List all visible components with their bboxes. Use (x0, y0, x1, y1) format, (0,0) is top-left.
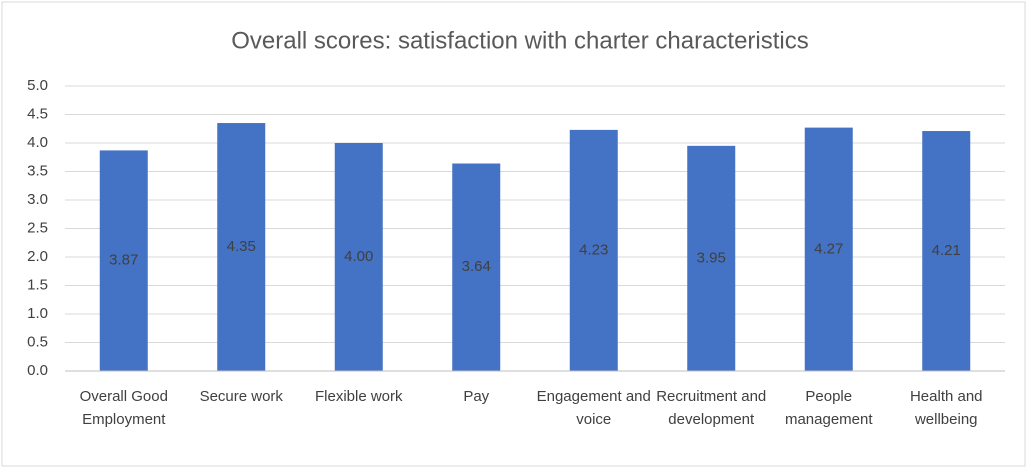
x-tick-label: Pay (463, 388, 490, 405)
y-tick-label: 0.5 (27, 333, 48, 350)
x-tick-label: Secure work (199, 388, 283, 405)
data-label: 4.35 (227, 238, 256, 255)
bar (452, 163, 501, 371)
bar (687, 145, 736, 371)
bar (569, 129, 618, 371)
y-tick-label: 1.5 (27, 276, 48, 293)
x-tick-label: Flexible work (314, 388, 403, 405)
data-label: 3.64 (462, 258, 491, 275)
data-label: 4.27 (814, 240, 843, 257)
bar (217, 123, 266, 371)
y-tick-label: 5.0 (27, 77, 48, 94)
x-tick-label: Recruitment and development (656, 388, 767, 428)
data-label: 4.21 (932, 242, 961, 259)
bar (99, 150, 148, 371)
data-label: 4.00 (344, 248, 373, 265)
x-tick-label: Health and wellbeing (909, 388, 983, 428)
x-tick-label: Engagement and voice (536, 388, 651, 428)
x-tick-label: People management (784, 388, 873, 428)
data-label: 4.23 (579, 241, 608, 258)
y-tick-label: 4.5 (27, 105, 48, 122)
y-tick-label: 2.0 (27, 248, 48, 265)
y-tick-label: 1.0 (27, 305, 48, 322)
y-tick-label: 4.0 (27, 134, 48, 151)
x-tick-label: Overall Good Employment (79, 388, 168, 428)
data-label: 3.87 (109, 252, 138, 269)
bar (922, 131, 971, 371)
y-tick-label: 2.5 (27, 219, 48, 236)
y-tick-label: 3.0 (27, 191, 48, 208)
chart-title: Overall scores: satisfaction with charte… (231, 27, 809, 54)
bar (334, 143, 383, 371)
y-tick-label: 3.5 (27, 162, 48, 179)
bar (804, 127, 853, 371)
data-label: 3.95 (697, 249, 726, 266)
y-tick-label: 0.0 (27, 362, 48, 379)
